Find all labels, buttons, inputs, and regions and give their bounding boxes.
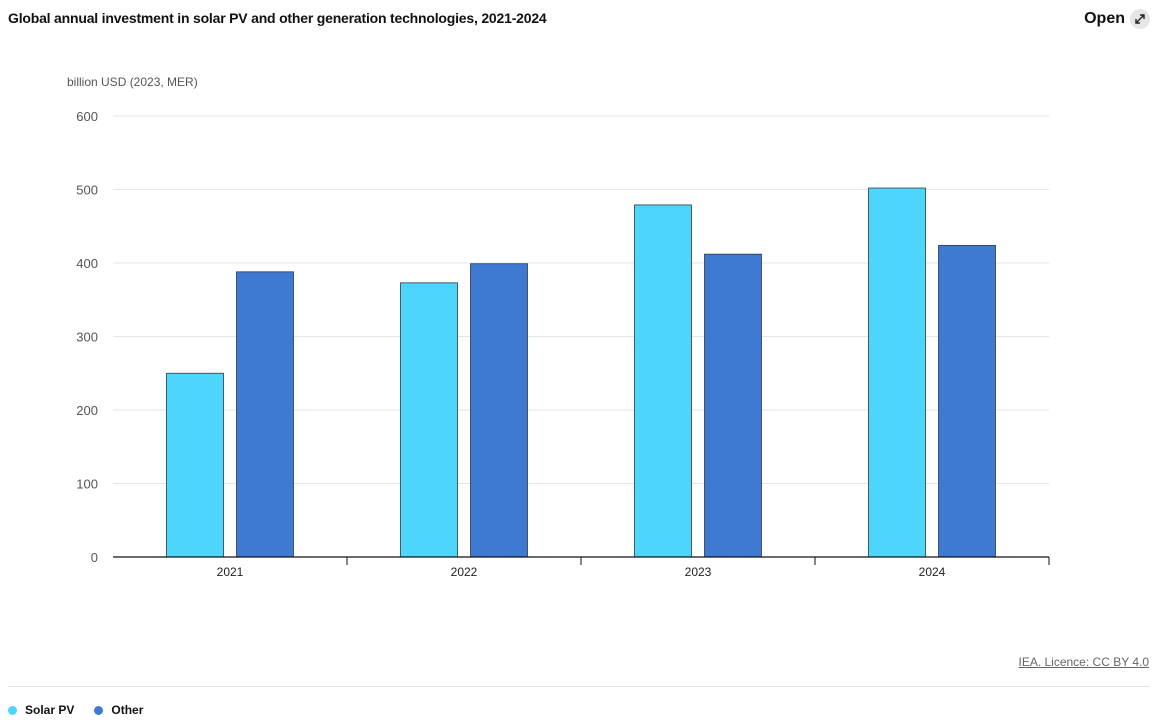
bar-other-2022 [470, 263, 528, 558]
legend-label-other: Other [111, 703, 144, 717]
chart-area: billion USD (2023, MER) 0 100 200 300 400 500 6… [67, 75, 1050, 579]
open-button[interactable]: Open [1084, 9, 1150, 29]
legend: Solar PV Other [8, 703, 163, 717]
x-tick-label: 2023 [685, 565, 712, 579]
bar-other-2023 [704, 253, 762, 558]
source-link[interactable]: IEA. Licence: CC BY 4.0 [1018, 655, 1149, 669]
y-tick-label: 200 [76, 403, 98, 418]
y-tick-label: 500 [76, 183, 98, 198]
y-tick-label: 600 [76, 109, 98, 124]
legend-label-solar-pv: Solar PV [25, 703, 75, 717]
bar-solar-pv-2023 [634, 204, 692, 558]
legend-item-other[interactable]: Other [94, 703, 143, 717]
bar-solar-pv-2024 [868, 187, 926, 558]
y-axis-label: billion USD (2023, MER) [67, 75, 198, 89]
expand-icon [1130, 9, 1150, 29]
y-tick-label: 100 [76, 477, 98, 492]
legend-swatch-other [94, 705, 104, 715]
open-button-label: Open [1084, 10, 1125, 27]
legend-swatch-solar-pv [8, 705, 17, 715]
x-tick-label: 2022 [451, 565, 478, 579]
x-tick-label: 2024 [919, 565, 946, 579]
x-tick-label: 2021 [217, 565, 244, 579]
y-tick-label: 400 [76, 256, 98, 271]
y-tick-label: 0 [91, 550, 98, 565]
bar-other-2021 [236, 271, 294, 558]
legend-item-solar-pv[interactable]: Solar PV [8, 703, 74, 717]
y-tick-label: 300 [76, 330, 98, 345]
bar-other-2024 [938, 244, 996, 558]
bar-solar-pv-2022 [400, 282, 458, 558]
bar-solar-pv-2021 [166, 372, 224, 558]
divider [8, 686, 1150, 687]
bar-chart: billion USD (2023, MER) 0 100 200 300 400 500 6… [67, 75, 1050, 579]
chart-title: Global annual investment in solar PV and… [8, 10, 547, 26]
